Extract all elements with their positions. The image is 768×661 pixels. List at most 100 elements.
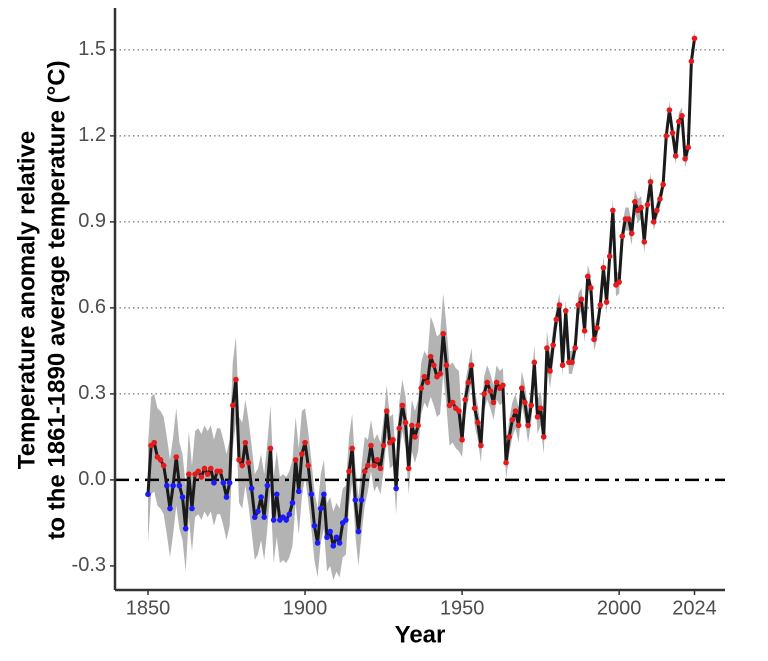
data-point	[647, 178, 654, 185]
data-point	[471, 405, 478, 412]
data-point	[295, 488, 302, 495]
data-point	[550, 342, 556, 348]
data-point	[660, 181, 666, 188]
data-point	[264, 482, 271, 489]
data-point	[427, 353, 434, 360]
data-point	[365, 462, 371, 469]
data-point	[415, 422, 421, 429]
data-point	[534, 414, 541, 420]
data-point	[431, 362, 437, 369]
data-point	[654, 207, 660, 214]
data-point	[610, 207, 616, 214]
data-point	[688, 58, 695, 65]
data-point	[663, 133, 670, 139]
data-point	[251, 514, 258, 520]
data-point	[255, 508, 261, 515]
data-point	[195, 468, 202, 475]
data-point	[242, 439, 249, 446]
x-tick-label: 2000	[597, 597, 642, 619]
data-point	[468, 362, 475, 369]
data-point	[569, 359, 575, 366]
data-point	[189, 505, 195, 512]
data-point	[258, 494, 264, 500]
data-point	[164, 482, 170, 489]
data-point	[226, 479, 233, 486]
data-point	[374, 457, 381, 463]
data-point	[440, 330, 447, 337]
data-point	[273, 491, 280, 498]
data-point	[393, 485, 399, 492]
data-point	[286, 511, 293, 518]
data-point	[299, 451, 305, 457]
data-point	[380, 442, 387, 449]
data-point	[308, 491, 315, 498]
data-point	[547, 368, 553, 374]
data-point	[399, 402, 406, 409]
data-point	[600, 264, 607, 271]
data-point	[248, 485, 255, 492]
data-point	[493, 379, 500, 386]
data-point	[179, 494, 186, 500]
data-point	[327, 528, 333, 535]
data-point	[236, 457, 242, 463]
data-point	[672, 153, 679, 159]
data-point	[421, 373, 428, 380]
x-tick-label: 1900	[283, 597, 328, 619]
data-point	[371, 462, 377, 469]
data-point	[283, 517, 289, 523]
x-tick-label: 1850	[126, 597, 171, 619]
x-axis-title: Year	[395, 621, 446, 648]
y-tick-label: 0.0	[78, 468, 106, 490]
data-point	[145, 491, 151, 498]
data-point	[666, 107, 673, 113]
data-point	[531, 359, 538, 366]
data-point	[409, 422, 415, 429]
data-point	[208, 465, 214, 472]
data-point	[396, 425, 403, 432]
data-point	[465, 379, 472, 386]
data-point	[336, 540, 343, 546]
data-point	[679, 112, 685, 119]
data-point	[204, 471, 211, 477]
y-tick-label: 0.9	[78, 210, 106, 232]
data-point	[459, 436, 465, 443]
data-point	[575, 302, 582, 308]
data-point	[173, 454, 180, 460]
data-point	[211, 479, 217, 486]
data-point	[481, 391, 487, 397]
data-point	[167, 505, 173, 512]
data-point	[390, 436, 396, 443]
data-point	[578, 296, 585, 303]
data-point	[330, 543, 337, 549]
data-point	[321, 491, 327, 498]
data-point	[267, 445, 274, 452]
data-point	[217, 468, 224, 475]
data-point	[487, 388, 494, 394]
data-point	[151, 439, 158, 446]
data-point	[182, 525, 189, 532]
data-point	[657, 196, 663, 202]
data-point	[220, 479, 227, 486]
y-tick-label: 1.2	[78, 124, 106, 146]
data-point	[597, 302, 604, 308]
data-point	[562, 307, 569, 314]
data-point	[333, 534, 340, 541]
data-point	[160, 462, 167, 469]
data-point	[628, 230, 635, 237]
data-point	[456, 408, 462, 414]
data-point	[418, 385, 425, 391]
data-point	[540, 434, 547, 440]
data-point	[512, 408, 519, 414]
data-point	[606, 253, 613, 260]
data-point	[619, 233, 626, 240]
data-point	[603, 299, 610, 305]
data-point	[638, 204, 644, 211]
data-point	[462, 396, 469, 403]
temperature-line	[146, 38, 697, 548]
data-point	[553, 316, 560, 323]
data-point	[525, 422, 531, 429]
data-point	[223, 494, 230, 500]
data-point	[302, 439, 308, 446]
y-tick-label: 0.3	[78, 382, 106, 404]
